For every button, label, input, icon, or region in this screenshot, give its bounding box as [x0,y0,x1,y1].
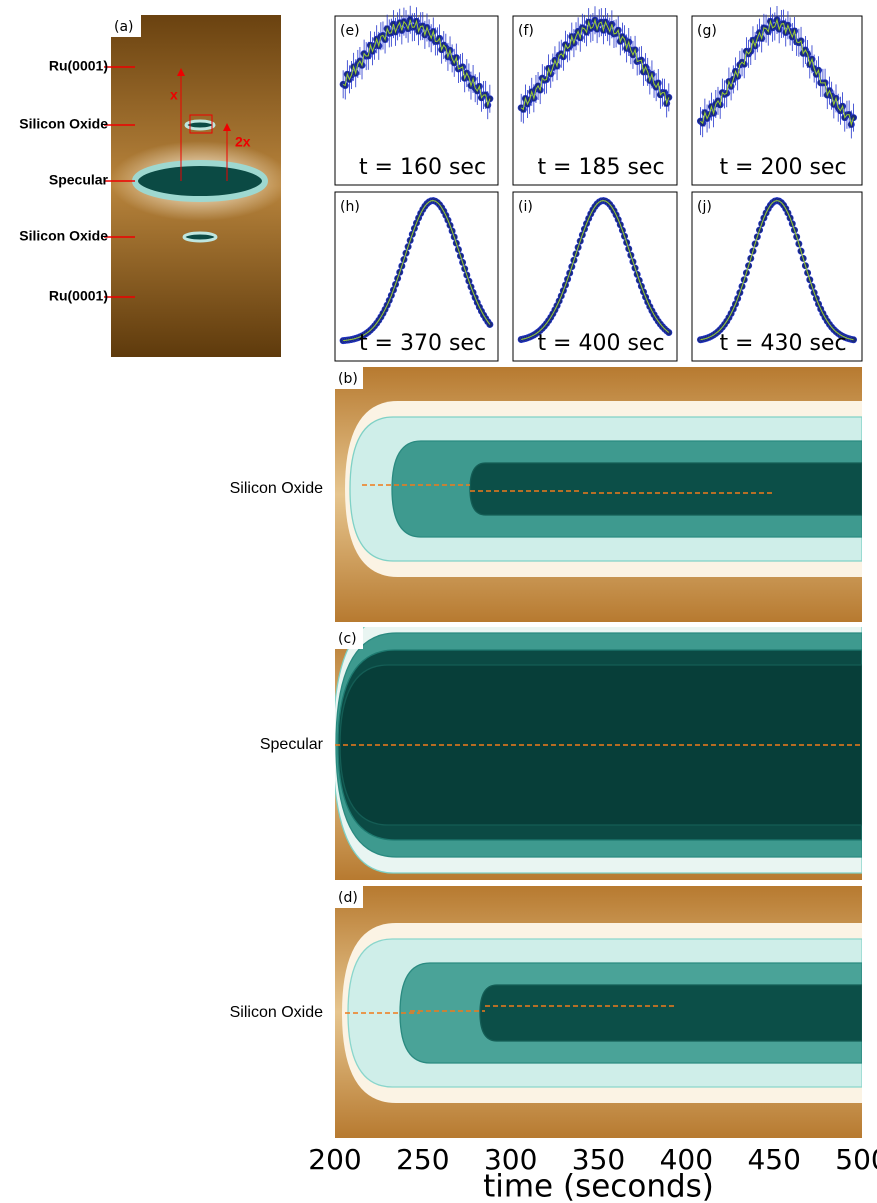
row-label: Specular [260,736,324,753]
contours [335,627,862,874]
x-tick-label: 250 [396,1143,449,1176]
specular-spot [132,160,268,202]
contours [342,923,862,1103]
marker-label: Specular [49,172,109,188]
time-caption: t = 200 sec [719,155,846,180]
time-caption: t = 160 sec [359,155,486,180]
x-tick-label: 350 [572,1143,625,1176]
x-axis-title: time (seconds) [483,1169,714,1203]
profile-panel: (h) t = 370 sec [334,191,499,362]
panel-label: (j) [697,199,712,215]
profile-panel: (i) t = 400 sec [512,191,678,362]
time-caption: t = 400 sec [537,331,664,356]
contours [345,401,862,577]
time-caption: t = 370 sec [359,331,486,356]
map-panel: (c) Specular [260,627,862,880]
panel-frame [334,15,499,186]
profile-panel: (j) t = 430 sec [691,191,863,362]
x-tick-label: 450 [747,1143,800,1176]
contour [469,462,862,516]
profile-panel: (f) t = 185 sec [512,6,678,186]
panel-label: (g) [697,23,717,39]
oxide-spot [184,119,216,131]
contour [479,984,862,1042]
time-caption: t = 185 sec [537,155,664,180]
arrow-head [177,68,185,76]
fit-line [700,200,854,341]
marker-label: Ru(0001) [49,288,108,304]
panel-a: (a) x 2x [110,15,290,357]
point [665,93,673,101]
row-label: Silicon Oxide [230,480,323,497]
profile-panel: (e) t = 160 sec [334,5,499,186]
arrow-head [223,123,231,131]
panel-label: (b) [338,371,358,387]
oxide-spot [182,231,218,243]
label-bg [335,886,363,908]
panel-label: (e) [340,23,360,39]
panel-label: (d) [338,890,358,906]
fit-line [700,18,854,127]
marker-label: Ru(0001) [49,58,108,74]
marker-label: Silicon Oxide [19,116,108,132]
label-bg [111,15,141,37]
panel-label: (a) [114,19,134,35]
fit-line [342,19,491,108]
row-label: Silicon Oxide [230,1004,323,1021]
x-tick-label: 200 [308,1143,361,1176]
annotation: 2x [235,134,251,150]
x-tick-label: 500 [835,1143,877,1176]
fit-line [343,200,491,342]
label-bg [335,367,363,389]
label-bg [335,627,363,649]
profile-panel: (g) t = 200 sec [691,5,863,186]
annotation: x [170,87,178,103]
x-tick-label: 300 [484,1143,537,1176]
roi-box [189,114,213,134]
panel-label: (f) [518,23,534,39]
time-caption: t = 430 sec [719,331,846,356]
panel-label: (h) [340,199,360,215]
panel-label: (i) [518,199,533,215]
map-panel: (d) Silicon Oxide [230,886,862,1138]
x-tick-label: 400 [660,1143,713,1176]
panel-label: (c) [338,631,357,647]
fit-line [520,18,670,111]
marker-label: Silicon Oxide [19,228,108,244]
map-panel: (b) Silicon Oxide [230,367,862,622]
fit-line [521,200,670,340]
